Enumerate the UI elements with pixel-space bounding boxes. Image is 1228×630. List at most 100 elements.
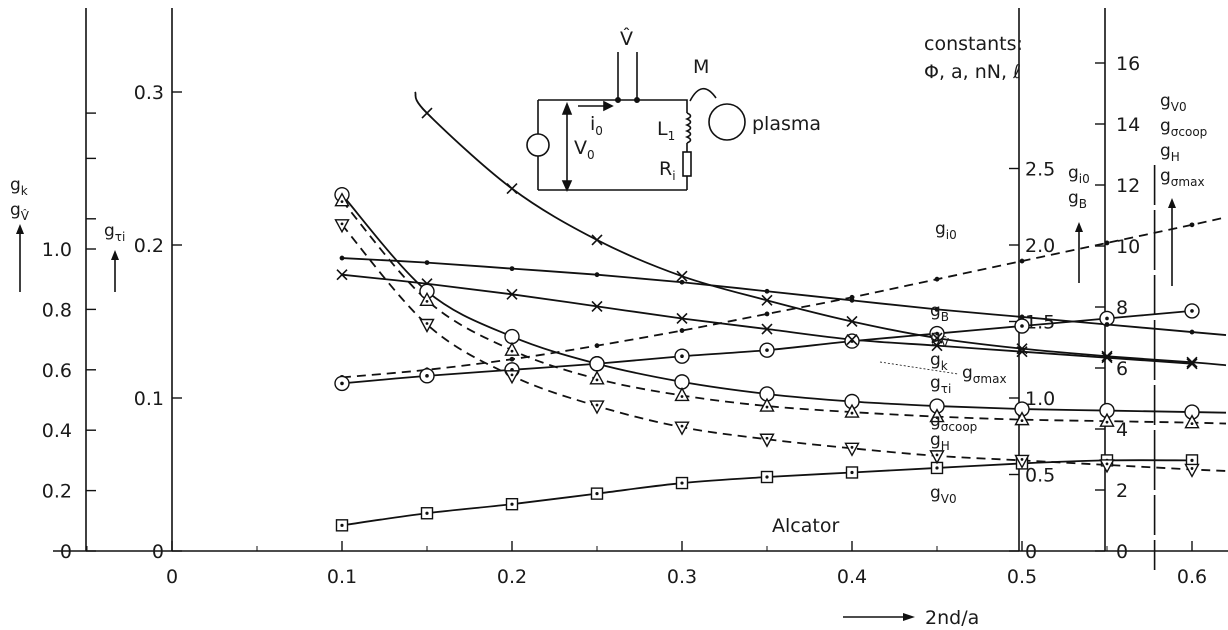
data-point [674, 421, 690, 436]
x-tick-label: 0.4 [837, 566, 867, 588]
right-axis-1-tick-label: 0.5 [1025, 465, 1055, 487]
data-point-center [765, 405, 769, 409]
data-point [759, 397, 775, 412]
data-point-center [680, 481, 684, 485]
data-point-center [425, 511, 429, 515]
left-axis-1-tick-label: 0.2 [42, 481, 72, 503]
left-axis-1-tick-label: 0 [60, 541, 72, 563]
data-point [761, 294, 773, 306]
plasma-label: plasma [752, 113, 821, 135]
data-point-center [850, 411, 854, 415]
right-axis-2-tick-label: 6 [1116, 358, 1128, 380]
series-label: gH [930, 430, 950, 453]
svg-text:gi0: gi0 [1068, 163, 1090, 186]
data-point-center [850, 445, 854, 449]
data-point [1189, 329, 1195, 335]
data-point [1104, 322, 1110, 327]
svg-text:gV̂: gV̂ [10, 200, 30, 223]
data-point [929, 408, 945, 423]
data-point [1014, 454, 1030, 469]
right-axis-2-label: gV0 gσcoop gH gσmax [1160, 91, 1207, 286]
data-point-center [935, 453, 939, 457]
right-axis-2-tick-label: 10 [1116, 236, 1140, 258]
inductor-coil [684, 112, 692, 152]
data-point [764, 288, 770, 294]
right-axis-2-tick-label: 0 [1116, 541, 1128, 563]
curves-group [341, 91, 1227, 527]
series-label: gσmax [962, 363, 1007, 386]
mutual-coupling-arc [689, 87, 717, 102]
left-axis-2-tick-label: 0.2 [134, 235, 164, 257]
data-point [506, 183, 518, 195]
data-point-center [595, 492, 599, 496]
data-point [1186, 356, 1198, 368]
series-line [341, 257, 1227, 336]
data-point [504, 328, 520, 345]
svg-text:gσmax: gσmax [1160, 166, 1205, 189]
data-point [844, 442, 860, 457]
plasma-circle [708, 103, 746, 141]
data-point-center [680, 395, 684, 398]
x-tick-label: 0.3 [667, 566, 697, 588]
series-label: gσcoop [930, 411, 977, 434]
data-point [334, 192, 350, 207]
data-point [589, 370, 605, 385]
data-point [594, 343, 600, 349]
resistor-symbol [682, 151, 692, 177]
series-label: gτi [930, 373, 951, 396]
data-point [1104, 240, 1110, 246]
series-label: gB [930, 301, 949, 324]
data-point [591, 300, 603, 312]
data-point [339, 255, 345, 261]
axes-group: 00.10.20.30.40.50.60.700.20.40.60.81.000… [42, 8, 1228, 588]
data-point [759, 433, 775, 448]
x-tick-label: 0.1 [327, 566, 357, 588]
data-point [849, 297, 855, 303]
data-point [509, 266, 515, 272]
data-point [506, 288, 518, 300]
right-axis-2-tick-label: 16 [1116, 53, 1140, 75]
series-label: gk [930, 350, 948, 373]
data-point-center [1190, 458, 1194, 462]
markers-group [334, 107, 1200, 532]
right-axis-2-tick-label: 8 [1116, 297, 1128, 319]
data-point-center [765, 475, 769, 479]
data-point [934, 276, 940, 282]
data-point-center [1020, 324, 1024, 328]
data-point-center [1190, 422, 1194, 426]
data-point-center [425, 374, 429, 378]
data-point [421, 107, 433, 119]
right-axis-2-tick-label: 4 [1116, 419, 1128, 441]
series-label: gV̂ [930, 327, 950, 350]
data-point [589, 400, 605, 415]
terminal-dot [614, 97, 621, 104]
data-point [1101, 350, 1113, 362]
data-point-center [595, 378, 599, 382]
data-point-center [340, 381, 344, 386]
series-label: gV0 [930, 483, 957, 506]
data-point-center [680, 354, 684, 359]
series-line [341, 224, 1227, 472]
data-point-center [1105, 420, 1109, 424]
right-axis-1-tick-label: 1.5 [1025, 312, 1055, 334]
data-point [1184, 414, 1200, 429]
right-axis-1-tick-label: 2.5 [1025, 159, 1055, 181]
data-point [504, 341, 520, 356]
data-point-center [680, 424, 684, 428]
data-point [679, 328, 685, 333]
left-axis-2-label: gτi [104, 221, 125, 292]
right-axis-1-tick-label: 1.0 [1025, 388, 1055, 410]
svg-text:gB: gB [1068, 188, 1087, 211]
data-point-center [1020, 458, 1024, 461]
data-point [1019, 258, 1025, 264]
ri-label: Ri [659, 158, 676, 183]
left-axis-1-tick-label: 0.8 [42, 299, 72, 321]
left-axis-2-tick-label: 0 [152, 541, 164, 563]
data-point-center [765, 436, 769, 440]
sigma-max-leader [879, 361, 959, 375]
left-axis-1-tick-label: 0.4 [42, 420, 72, 442]
right-axis-2-tick-label: 2 [1116, 480, 1128, 502]
right-axis-2-tick-label: 14 [1116, 114, 1140, 136]
data-point-center [1105, 462, 1109, 466]
data-point [1016, 346, 1028, 358]
